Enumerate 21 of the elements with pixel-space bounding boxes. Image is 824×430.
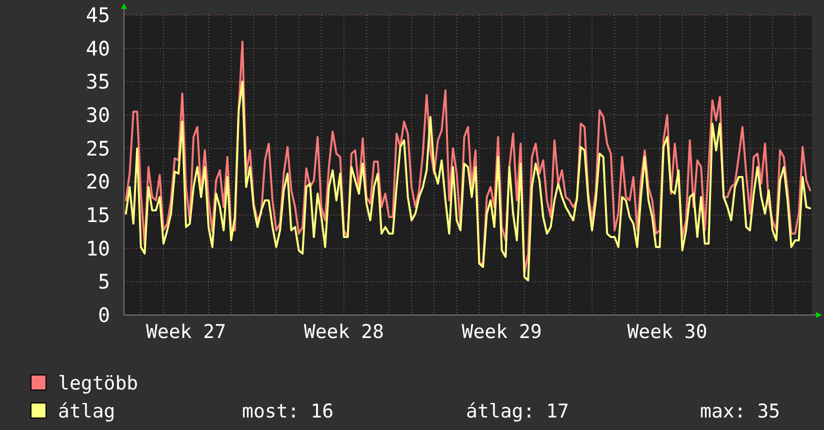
y-tick-label: 0	[98, 303, 110, 327]
y-tick-label: 45	[86, 3, 110, 27]
x-tick-label: Week 28	[304, 321, 384, 343]
text: max: 35	[700, 400, 780, 423]
y-tick-label: 20	[86, 170, 110, 194]
y-tick-label: 35	[86, 70, 110, 94]
y-tick-label: 5	[98, 270, 110, 294]
legend-label: legtöbb	[58, 372, 138, 395]
y-tick-label: 10	[86, 236, 110, 260]
text: most: 16	[242, 400, 334, 423]
x-tick-label: Week 29	[462, 321, 542, 343]
legend-label: átlag	[58, 400, 116, 423]
x-tick-label: Week 30	[627, 321, 708, 343]
x-tick-label: Week 27	[146, 321, 226, 343]
y-tick-label: 40	[86, 36, 110, 60]
y-tick-label: 30	[86, 103, 110, 127]
y-tick-label: 25	[86, 136, 110, 160]
line-series	[124, 80, 812, 282]
line-series	[124, 40, 812, 275]
text: átlag: 17	[466, 400, 569, 423]
y-tick-label: 15	[86, 203, 110, 227]
